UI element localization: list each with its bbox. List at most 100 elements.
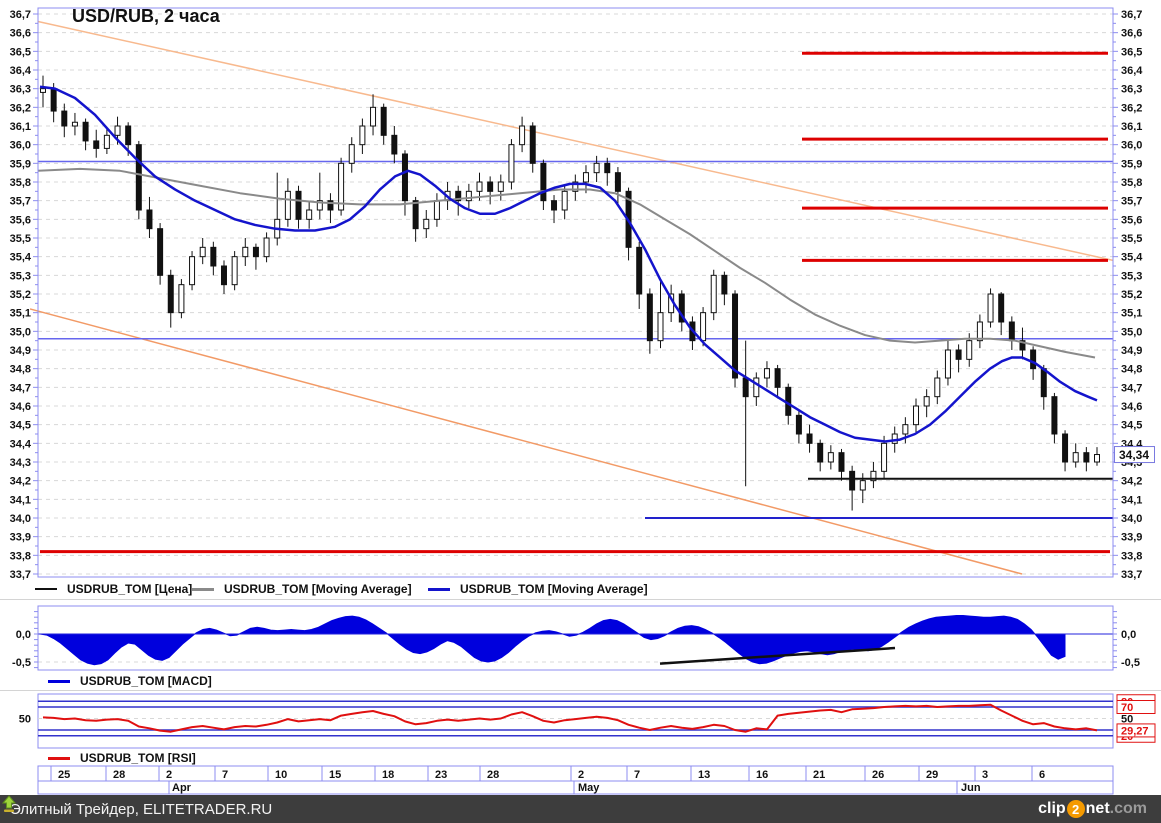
svg-text:36,6: 36,6 bbox=[1121, 28, 1142, 40]
svg-text:35,3: 35,3 bbox=[1121, 270, 1142, 282]
ma-gray-swatch-icon bbox=[192, 587, 214, 591]
month-row: Apr May Jun bbox=[37, 780, 1114, 795]
svg-text:36,2: 36,2 bbox=[1121, 102, 1142, 114]
svg-text:34,34: 34,34 bbox=[1119, 448, 1149, 462]
svg-text:36,1: 36,1 bbox=[1121, 121, 1142, 133]
svg-text:34,6: 34,6 bbox=[10, 401, 31, 413]
legend-ma-gray: USDRUB_TOM [Moving Average] bbox=[192, 582, 412, 596]
svg-text:70: 70 bbox=[1121, 702, 1133, 714]
svg-text:34,6: 34,6 bbox=[1121, 401, 1142, 413]
svg-text:36,3: 36,3 bbox=[10, 84, 31, 96]
svg-text:29,27: 29,27 bbox=[1121, 725, 1149, 737]
svg-text:35,8: 35,8 bbox=[10, 177, 31, 189]
svg-text:29: 29 bbox=[926, 769, 938, 781]
svg-text:33,8: 33,8 bbox=[1121, 550, 1142, 562]
svg-text:18: 18 bbox=[382, 769, 394, 781]
svg-text:36,0: 36,0 bbox=[1121, 140, 1142, 152]
svg-text:28: 28 bbox=[113, 769, 125, 781]
svg-text:35,7: 35,7 bbox=[10, 196, 31, 208]
legend-macd: USDRUB_TOM [MACD] bbox=[48, 674, 212, 688]
svg-text:36,3: 36,3 bbox=[1121, 84, 1142, 96]
svg-text:33,7: 33,7 bbox=[1121, 569, 1142, 581]
legend-rsi: USDRUB_TOM [RSI] bbox=[48, 751, 196, 765]
svg-text:34,1: 34,1 bbox=[1121, 494, 1142, 506]
macd-axis: 0,0 -0,5 0,0 -0,5 bbox=[12, 605, 1140, 671]
macd-histogram bbox=[39, 615, 1066, 666]
svg-text:21: 21 bbox=[813, 769, 825, 781]
price-axis: 36,7 36,7 36,6 36,6 36,5 36,5 36,4 36,4 36,3 36,3… bbox=[10, 7, 1143, 581]
rsi-legend: USDRUB_TOM [RSI] bbox=[0, 751, 800, 766]
svg-text:0,0: 0,0 bbox=[16, 629, 31, 641]
svg-text:34,7: 34,7 bbox=[1121, 382, 1142, 394]
svg-text:50: 50 bbox=[19, 714, 31, 726]
svg-text:16: 16 bbox=[756, 769, 768, 781]
svg-text:35,4: 35,4 bbox=[1121, 252, 1143, 264]
svg-text:35,1: 35,1 bbox=[10, 308, 31, 320]
svg-text:34,2: 34,2 bbox=[1121, 476, 1142, 488]
svg-text:33,9: 33,9 bbox=[10, 532, 31, 544]
legend-macd-label: USDRUB_TOM [MACD] bbox=[80, 674, 212, 688]
svg-text:36,0: 36,0 bbox=[10, 140, 31, 152]
svg-text:35,9: 35,9 bbox=[10, 158, 31, 170]
svg-text:35,1: 35,1 bbox=[1121, 308, 1142, 320]
last-price-badge: 34,34 bbox=[1114, 446, 1155, 464]
svg-text:35,5: 35,5 bbox=[1121, 233, 1142, 245]
rsi-line bbox=[42, 703, 1098, 733]
svg-text:7: 7 bbox=[222, 769, 228, 781]
ma-gray-line bbox=[37, 167, 1096, 359]
svg-text:36,6: 36,6 bbox=[10, 28, 31, 40]
logo-2-badge: 2 bbox=[1066, 800, 1085, 818]
svg-text:35,5: 35,5 bbox=[10, 233, 31, 245]
svg-text:34,5: 34,5 bbox=[10, 420, 31, 432]
svg-text:15: 15 bbox=[329, 769, 341, 781]
panel-separator bbox=[0, 690, 1161, 691]
legend-price-label: USDRUB_TOM [Цена] bbox=[67, 582, 193, 596]
date-row: 25 28 2 7 10 15 18 23 28 2 7 13 16 21 26 29 3 6 bbox=[37, 765, 1114, 782]
svg-text:35,4: 35,4 bbox=[10, 252, 32, 264]
legend-ma-gray-label: USDRUB_TOM [Moving Average] bbox=[224, 582, 412, 596]
price-line-swatch-icon bbox=[35, 588, 57, 590]
panel-separator bbox=[0, 599, 1161, 600]
svg-text:10: 10 bbox=[275, 769, 287, 781]
trend-channel-lines bbox=[29, 20, 1114, 575]
svg-text:36,5: 36,5 bbox=[1121, 46, 1142, 58]
svg-text:6: 6 bbox=[1039, 769, 1045, 781]
svg-text:-0,5: -0,5 bbox=[12, 657, 31, 669]
status-bar: Элитный Трейдер, ELITETRADER.RU clip 2 n… bbox=[0, 795, 1161, 823]
date-axis: 25 28 2 7 10 15 18 23 28 2 7 13 16 21 26 29 3 6 Apr May Jun bbox=[37, 765, 1114, 795]
macd-trendline bbox=[659, 646, 896, 665]
svg-text:34,1: 34,1 bbox=[10, 494, 31, 506]
macd-legend: USDRUB_TOM [MACD] bbox=[0, 674, 800, 689]
svg-text:34,0: 34,0 bbox=[1121, 513, 1142, 525]
svg-text:34,0: 34,0 bbox=[10, 513, 31, 525]
logo-clip-text: clip bbox=[1038, 800, 1066, 817]
svg-text:36,4: 36,4 bbox=[1121, 65, 1143, 77]
svg-text:35,2: 35,2 bbox=[10, 289, 31, 301]
svg-text:35,2: 35,2 bbox=[1121, 289, 1142, 301]
svg-text:2: 2 bbox=[578, 769, 584, 781]
svg-text:34,3: 34,3 bbox=[10, 457, 31, 469]
svg-text:35,9: 35,9 bbox=[1121, 158, 1142, 170]
svg-text:36,5: 36,5 bbox=[10, 46, 31, 58]
svg-text:50: 50 bbox=[1121, 714, 1133, 726]
legend-price-series: USDRUB_TOM [Цена] bbox=[35, 582, 192, 596]
rsi-frame bbox=[37, 693, 1114, 749]
svg-text:36,7: 36,7 bbox=[1121, 9, 1142, 21]
svg-text:34,8: 34,8 bbox=[10, 364, 31, 376]
svg-text:34,4: 34,4 bbox=[10, 438, 32, 450]
svg-text:34,5: 34,5 bbox=[1121, 420, 1142, 432]
svg-text:33,8: 33,8 bbox=[10, 550, 31, 562]
svg-text:34,9: 34,9 bbox=[10, 345, 31, 357]
logo-com-text: .com bbox=[1109, 800, 1147, 817]
ma-blue-line bbox=[39, 85, 1098, 443]
svg-text:35,0: 35,0 bbox=[10, 326, 31, 338]
macd-chart-canvas[interactable]: 0,0 -0,5 0,0 -0,5 bbox=[0, 600, 1161, 692]
price-chart-canvas[interactable]: 36,7 36,7 36,6 36,6 36,5 36,5 36,4 36,4 36,3 36,3… bbox=[0, 0, 1161, 601]
horizontal-level-lines bbox=[38, 51, 1113, 554]
svg-text:33,7: 33,7 bbox=[10, 569, 31, 581]
svg-text:2: 2 bbox=[166, 769, 172, 781]
clip2net-logo[interactable]: clip 2 net .com bbox=[1, 795, 1147, 818]
svg-text:23: 23 bbox=[435, 769, 447, 781]
